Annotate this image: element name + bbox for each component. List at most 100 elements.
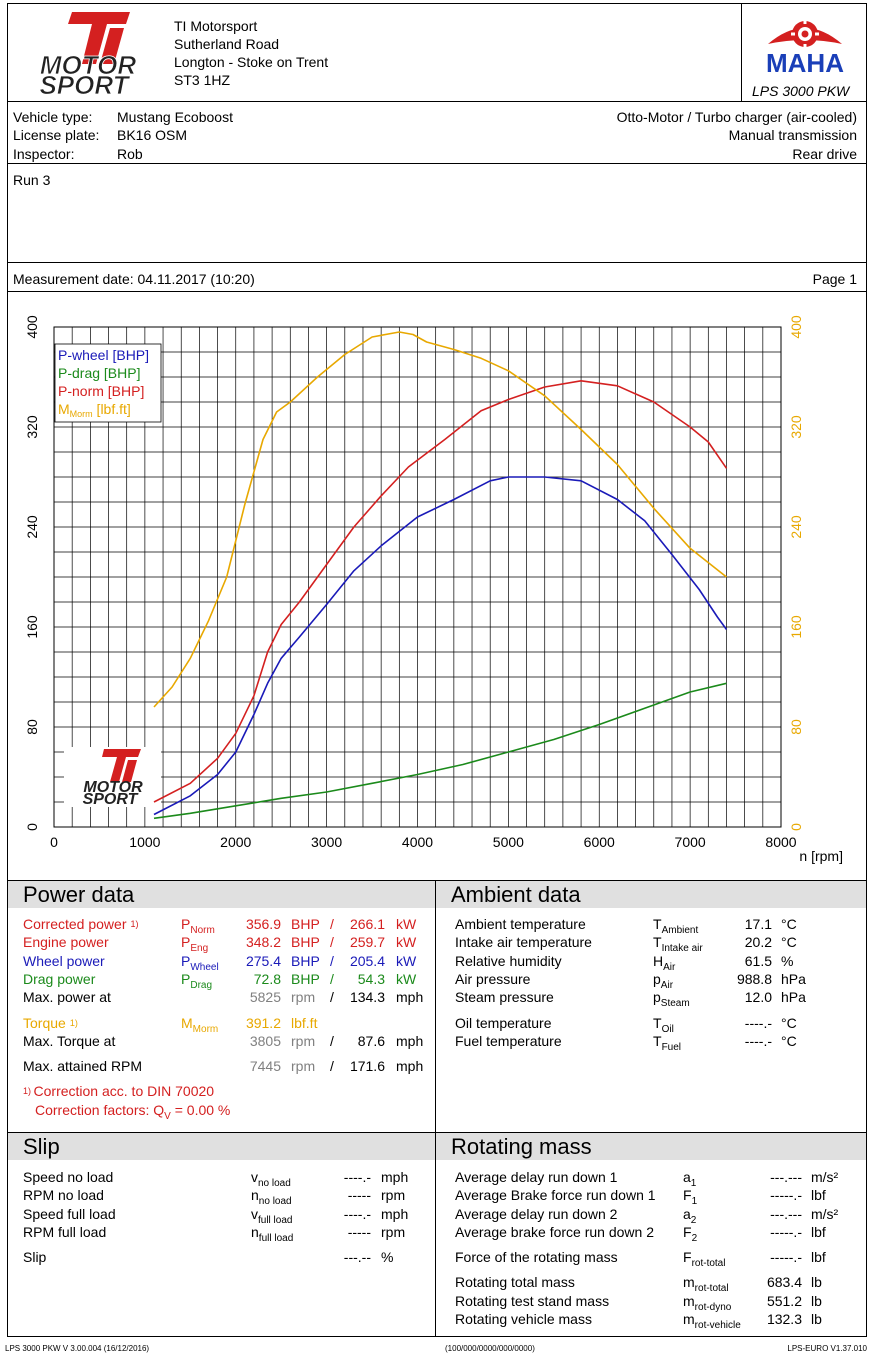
power-row-separator: / xyxy=(330,916,334,932)
maha-logo: MAHA xyxy=(762,14,848,78)
rotating-row-value: ---.--- xyxy=(770,1169,802,1185)
slip-row-symbol: nfull load xyxy=(251,1224,294,1244)
ambient-row-symbol: TAmbient xyxy=(653,916,699,936)
divider xyxy=(7,262,867,263)
rotating-row-unit: lbf xyxy=(811,1249,826,1265)
rotating-row-symbol: Frot-total xyxy=(683,1249,726,1269)
rotating-row-symbol: F1 xyxy=(683,1187,698,1207)
product-name: LPS 3000 PKW xyxy=(752,83,850,99)
rotating-row-label: Rotating total mass xyxy=(455,1274,575,1290)
y-tick-label-right: 400 xyxy=(788,315,804,339)
power-row-unit2: kW xyxy=(396,916,417,932)
slip-row-symbol: nno load xyxy=(251,1187,292,1207)
series-line-1 xyxy=(153,682,727,820)
license-plate: BK16 OSM xyxy=(117,127,188,143)
power-row-value2: 266.1 xyxy=(349,916,385,932)
footer-version-left: LPS 3000 PKW V 3.00.004 (16/12/2016) xyxy=(5,1344,150,1353)
y-tick-label-left: 80 xyxy=(24,719,40,735)
rotating-row-label: Average delay run down 2 xyxy=(455,1206,618,1222)
vehicle-type-label: Vehicle type: xyxy=(13,109,93,125)
ambient-row-unit: hPa xyxy=(781,989,806,1005)
power-row-value1: 348.2 xyxy=(245,934,281,950)
x-tick-label: 6000 xyxy=(584,834,615,850)
x-axis-label: n [rpm] xyxy=(799,848,843,864)
company-postcode: ST3 1HZ xyxy=(174,72,231,88)
slip-row-value: ----.- xyxy=(343,1169,371,1185)
run-label: Run 3 xyxy=(13,172,51,188)
drive-type: Rear drive xyxy=(792,146,857,162)
power-row-value2: 171.6 xyxy=(349,1058,385,1074)
rotating-row-symbol: mrot-vehicle xyxy=(683,1311,741,1331)
rotating-row-value: ---.--- xyxy=(770,1206,802,1222)
rotating-row-symbol: mrot-dyno xyxy=(683,1293,732,1313)
power-row-unit1: lbf.ft xyxy=(291,1015,318,1031)
slip-title: Slip xyxy=(8,1133,435,1160)
power-data-title: Power data xyxy=(8,881,435,908)
correction-footnote: 1) Correction acc. to DIN 70020 xyxy=(23,1083,215,1099)
power-row-symbol: MMorm xyxy=(181,1015,219,1035)
engine-type: Otto-Motor / Turbo charger (air-cooled) xyxy=(616,109,857,125)
power-row-value1: 356.9 xyxy=(245,916,281,932)
slip-row-value: ----- xyxy=(347,1224,371,1240)
rotating-row-label: Rotating test stand mass xyxy=(455,1293,610,1309)
power-row-symbol: PNorm xyxy=(181,916,215,936)
y-tick-label-right: 320 xyxy=(788,415,804,439)
slip-row-label: Speed no load xyxy=(23,1169,114,1185)
x-tick-label: 5000 xyxy=(493,834,524,850)
vehicle-type: Mustang Ecoboost xyxy=(117,109,233,125)
ambient-row-symbol: TIntake air xyxy=(653,934,703,954)
ambient-row-value: 20.2 xyxy=(744,934,772,950)
license-plate-label: License plate: xyxy=(13,127,100,143)
report-frame xyxy=(7,3,867,1337)
y-tick-label-left: 320 xyxy=(24,415,40,439)
power-row-value1: 5825 xyxy=(249,989,281,1005)
ambient-row-label: Air pressure xyxy=(455,971,531,987)
ambient-row-symbol: pSteam xyxy=(653,989,690,1009)
power-row-unit1: BHP xyxy=(291,953,320,969)
power-row-unit2: kW xyxy=(396,971,417,987)
divider xyxy=(7,880,867,881)
transmission: Manual transmission xyxy=(728,127,857,143)
x-tick-label: 2000 xyxy=(220,834,251,850)
x-tick-label: 3000 xyxy=(311,834,342,850)
power-row-value1: 72.8 xyxy=(253,971,281,987)
series-line-3 xyxy=(153,331,727,708)
rotating-row-value: 683.4 xyxy=(766,1274,802,1290)
power-row-value2: 87.6 xyxy=(357,1033,385,1049)
legend-entry: P-norm [BHP] xyxy=(58,383,144,399)
rotating-row-value: 132.3 xyxy=(766,1311,802,1327)
x-tick-label: 4000 xyxy=(402,834,433,850)
divider xyxy=(7,163,867,164)
power-chart: MOTOR SPORT 0 1000 2000 3000 4000 5000 6000 7000 8… xyxy=(7,292,867,880)
divider xyxy=(7,291,867,292)
ambient-row-value: 12.0 xyxy=(744,989,772,1005)
power-row-value1: 275.4 xyxy=(245,953,281,969)
company-logo: MOTOR SPORT xyxy=(12,10,164,100)
slip-row-unit: % xyxy=(381,1249,394,1265)
rotating-row-unit: lbf xyxy=(811,1187,826,1203)
rotating-row-unit: lb xyxy=(811,1311,822,1327)
x-tick-label: 1000 xyxy=(129,834,160,850)
slip-row-value: ----- xyxy=(347,1187,371,1203)
ambient-row-label: Ambient temperature xyxy=(455,916,586,932)
power-row-value1: 3805 xyxy=(249,1033,281,1049)
rotating-row-symbol: a1 xyxy=(683,1169,697,1189)
ambient-row-symbol: HAir xyxy=(653,953,676,973)
slip-row-symbol: vno load xyxy=(251,1169,291,1189)
y-tick-label-left: 0 xyxy=(24,823,40,831)
rotating-row-symbol: F2 xyxy=(683,1224,698,1244)
rotating-row-symbol: a2 xyxy=(683,1206,697,1226)
rotating-mass-title: Rotating mass xyxy=(436,1133,866,1160)
power-row-separator: / xyxy=(330,989,334,1005)
slip-row-value: ---.-- xyxy=(343,1249,371,1265)
power-row-separator: / xyxy=(330,971,334,987)
rotating-row-label: Average delay run down 1 xyxy=(455,1169,618,1185)
ambient-row-symbol: pAir xyxy=(653,971,674,991)
company-name: TI Motorsport xyxy=(174,18,258,34)
slip-row-label: RPM full load xyxy=(23,1224,107,1240)
slip-row-label: Slip xyxy=(23,1249,47,1265)
divider xyxy=(741,3,742,101)
power-row-label: Max. attained RPM xyxy=(23,1058,143,1074)
company-city: Longton - Stoke on Trent xyxy=(174,54,329,70)
ambient-row-symbol: TFuel xyxy=(653,1033,682,1053)
